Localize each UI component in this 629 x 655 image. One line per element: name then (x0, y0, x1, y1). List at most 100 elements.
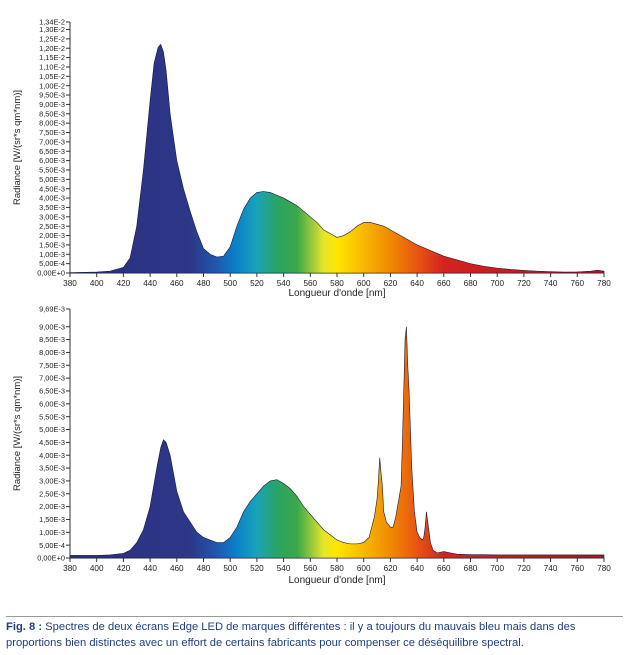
y-tick-label: 1,34E-2 (39, 18, 65, 27)
y-axis-title: Radiance [W/(sr*s qm*nm)] (12, 90, 23, 205)
caption-divider (6, 616, 623, 617)
y-tick-label: 4,50E-3 (39, 184, 65, 193)
y-tick-label: 9,00E-3 (39, 100, 65, 109)
x-tick-label: 740 (544, 564, 558, 573)
y-tick-label: 7,00E-3 (39, 374, 65, 383)
y-tick-label: 1,00E-3 (39, 528, 65, 537)
x-tick-label: 760 (570, 279, 584, 288)
x-tick-label: 780 (597, 279, 611, 288)
y-tick-label: 1,05E-2 (39, 72, 65, 81)
y-tick-label: 2,50E-3 (39, 222, 65, 231)
y-tick-label: 2,50E-3 (39, 489, 65, 498)
x-tick-label: 560 (303, 279, 317, 288)
y-tick-label: 1,10E-2 (39, 63, 65, 72)
x-tick-label: 540 (277, 564, 291, 573)
x-ticks: 380 400 420 440 460 480 500 520 540 560 580 600 620 6… (63, 558, 611, 573)
x-tick-label: 660 (437, 564, 451, 573)
x-tick-label: 620 (384, 564, 398, 573)
y-tick-label: 0,00E+0 (37, 554, 65, 563)
y-tick-label: 8,50E-3 (39, 109, 65, 118)
y-tick-label: 2,00E-3 (39, 231, 65, 240)
y-tick-label: 8,00E-3 (39, 348, 65, 357)
x-tick-label: 600 (357, 279, 371, 288)
x-tick-label: 700 (490, 564, 504, 573)
x-axis-title: Longueur d'onde [nm] (289, 288, 386, 299)
x-tick-label: 460 (170, 279, 184, 288)
x-tick-label: 700 (490, 279, 504, 288)
y-tick-label: 1,00E-2 (39, 81, 65, 90)
x-tick-label: 400 (90, 279, 104, 288)
y-tick-label: 8,50E-3 (39, 335, 65, 344)
x-ticks: 380 400 420 440 460 480 500 520 540 560 580 600 620 6… (63, 273, 611, 288)
y-tick-label: 9,69E-3 (39, 305, 65, 314)
x-tick-label: 780 (597, 564, 611, 573)
x-tick-label: 500 (223, 564, 237, 573)
y-tick-label: 5,50E-3 (39, 166, 65, 175)
x-tick-label: 520 (250, 279, 264, 288)
x-tick-label: 560 (303, 564, 317, 573)
y-tick-label: 6,50E-3 (39, 387, 65, 396)
x-tick-label: 440 (143, 279, 157, 288)
y-tick-label: 1,50E-3 (39, 515, 65, 524)
y-tick-label: 6,00E-3 (39, 399, 65, 408)
y-tick-label: 1,15E-2 (39, 53, 65, 62)
x-tick-label: 740 (544, 279, 558, 288)
x-tick-label: 640 (410, 564, 424, 573)
x-tick-label: 420 (117, 564, 131, 573)
x-tick-label: 540 (277, 279, 291, 288)
y-tick-label: 5,00E-3 (39, 425, 65, 434)
y-axis-title: Radiance [W/(sr*s qm*nm)] (12, 376, 23, 491)
y-tick-label: 9,00E-3 (39, 322, 65, 331)
y-tick-label: 2,00E-3 (39, 502, 65, 511)
y-tick-label: 9,50E-3 (39, 91, 65, 100)
x-tick-label: 440 (143, 564, 157, 573)
x-tick-label: 660 (437, 279, 451, 288)
x-tick-label: 640 (410, 279, 424, 288)
x-tick-label: 720 (517, 279, 531, 288)
caption-text: Spectres de deux écrans Edge LED de marq… (6, 621, 576, 649)
x-tick-label: 680 (464, 564, 478, 573)
x-tick-label: 620 (384, 279, 398, 288)
y-tick-label: 1,00E-3 (39, 250, 65, 259)
y-ticks: 0,00E+0 5,00E-4 1,00E-3 1,50E-3 2,00E-3 2,50E… (37, 305, 70, 563)
x-tick-label: 720 (517, 564, 531, 573)
y-tick-label: 1,20E-2 (39, 44, 65, 53)
x-tick-label: 680 (464, 279, 478, 288)
y-tick-label: 6,50E-3 (39, 147, 65, 156)
x-tick-label: 420 (117, 279, 131, 288)
figure-caption: Fig. 8 : Spectres de deux écrans Edge LE… (6, 620, 624, 651)
x-tick-label: 480 (197, 564, 211, 573)
y-tick-label: 4,00E-3 (39, 451, 65, 460)
y-tick-label: 3,00E-3 (39, 477, 65, 486)
x-tick-label: 480 (197, 279, 211, 288)
y-tick-label: 7,50E-3 (39, 361, 65, 370)
y-tick-label: 0,00E+0 (37, 269, 65, 278)
y-tick-label: 1,25E-2 (39, 34, 65, 43)
x-tick-label: 400 (90, 564, 104, 573)
x-tick-label: 460 (170, 564, 184, 573)
x-tick-label: 380 (63, 279, 77, 288)
x-tick-label: 580 (330, 564, 344, 573)
y-tick-label: 1,50E-3 (39, 241, 65, 250)
spectrum-chart-2: 0,00E+0 5,00E-4 1,00E-3 1,50E-3 2,00E-3 2,50E… (12, 305, 611, 586)
caption-label: Fig. 8 : (6, 621, 43, 633)
spectrum-area (69, 326, 605, 559)
y-tick-label: 5,00E-4 (39, 541, 65, 550)
y-tick-label: 5,00E-3 (39, 175, 65, 184)
spectrum-area (69, 43, 605, 274)
x-tick-label: 500 (223, 279, 237, 288)
x-axis-title: Longueur d'onde [nm] (289, 575, 386, 586)
x-tick-label: 520 (250, 564, 264, 573)
y-tick-label: 3,00E-3 (39, 212, 65, 221)
y-ticks: 0,00E+05,00E-41,00E-31,50E-32,00E-32,50E… (37, 18, 70, 278)
y-tick-label: 7,00E-3 (39, 137, 65, 146)
y-tick-label: 8,00E-3 (39, 119, 65, 128)
y-tick-label: 6,00E-3 (39, 156, 65, 165)
y-tick-label: 4,50E-3 (39, 438, 65, 447)
y-tick-label: 4,00E-3 (39, 194, 65, 203)
y-tick-label: 5,50E-3 (39, 412, 65, 421)
y-tick-label: 3,50E-3 (39, 464, 65, 473)
spectrum-chart-1: 0,00E+05,00E-41,00E-31,50E-32,00E-32,50E… (12, 18, 611, 299)
y-tick-label: 5,00E-4 (39, 259, 65, 268)
